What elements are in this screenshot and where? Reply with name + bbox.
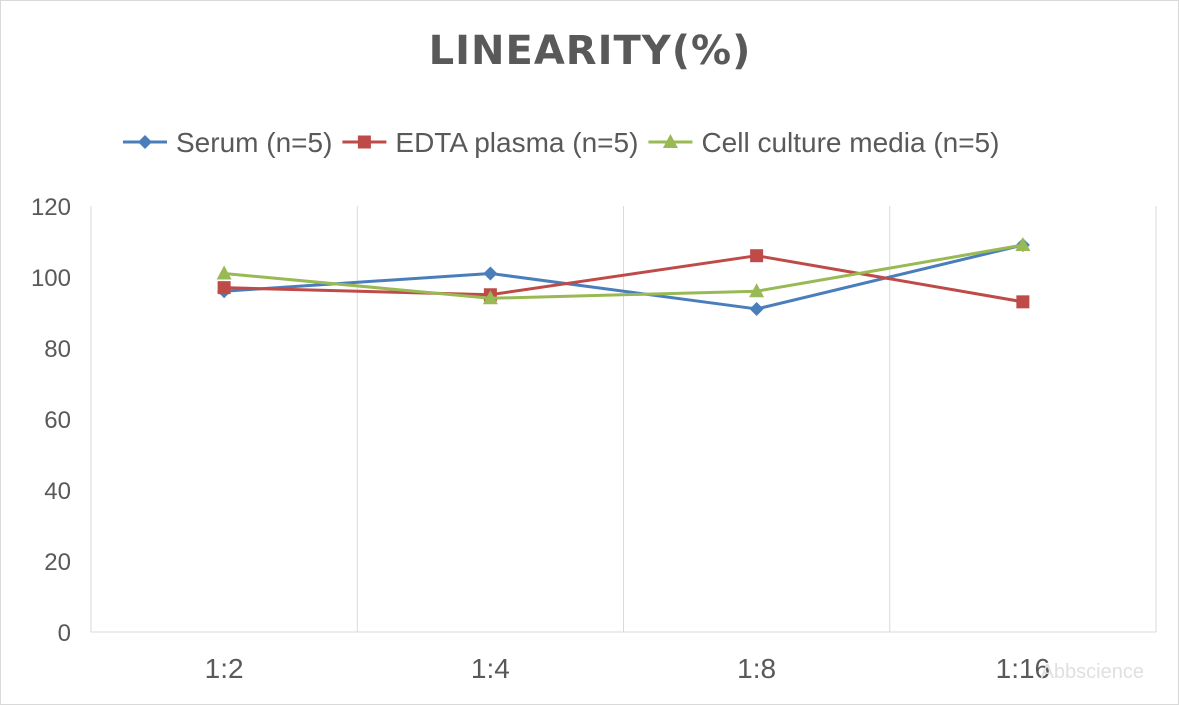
x-tick-label: 1:8 xyxy=(737,653,776,684)
watermark: Abbscience xyxy=(1041,661,1144,683)
data-point xyxy=(749,301,764,316)
data-point xyxy=(1015,237,1031,252)
x-axis: 1:2 1:4 1:8 1:16 xyxy=(205,653,1050,684)
y-tick-label: 20 xyxy=(44,549,71,576)
legend-label: Serum (n=5) xyxy=(176,127,332,158)
x-tick-label: 1:16 xyxy=(996,653,1051,684)
y-tick-label: 40 xyxy=(44,478,71,505)
y-tick-label: 100 xyxy=(31,265,71,292)
data-point xyxy=(1016,295,1030,309)
data-point xyxy=(217,281,231,295)
series-line xyxy=(223,243,1024,300)
series-line xyxy=(224,243,1024,311)
data-point xyxy=(749,283,765,298)
grid-lines xyxy=(90,206,1157,633)
legend-item: Cell culture media (n=5) xyxy=(648,127,999,158)
data-point xyxy=(750,249,764,263)
legend: Serum (n=5) EDTA plasma (n=5) Cell culture… xyxy=(123,127,999,158)
chart-title: LINEARITY(%) xyxy=(429,28,752,74)
data-point xyxy=(482,290,498,305)
series-3 xyxy=(216,237,1031,305)
y-tick-label: 80 xyxy=(44,336,71,363)
legend-label: EDTA plasma (n=5) xyxy=(395,127,638,158)
x-tick-label: 1:2 xyxy=(205,653,244,684)
y-axis: 0 20 40 60 80 100 120 xyxy=(31,194,71,647)
y-tick-label: 0 xyxy=(58,620,71,647)
x-tick-label: 1:4 xyxy=(471,653,510,684)
legend-item: EDTA plasma (n=5) xyxy=(342,127,638,158)
legend-label: Cell culture media (n=5) xyxy=(701,127,999,158)
legend-marker xyxy=(138,135,152,149)
legend-item: Serum (n=5) xyxy=(123,127,332,158)
y-tick-label: 60 xyxy=(44,407,71,434)
series-line xyxy=(224,254,1024,304)
data-point xyxy=(483,266,498,281)
legend-marker xyxy=(357,135,371,149)
series-layer xyxy=(216,237,1031,316)
y-tick-label: 120 xyxy=(31,194,71,221)
legend-marker xyxy=(662,134,678,148)
data-point xyxy=(216,265,232,280)
